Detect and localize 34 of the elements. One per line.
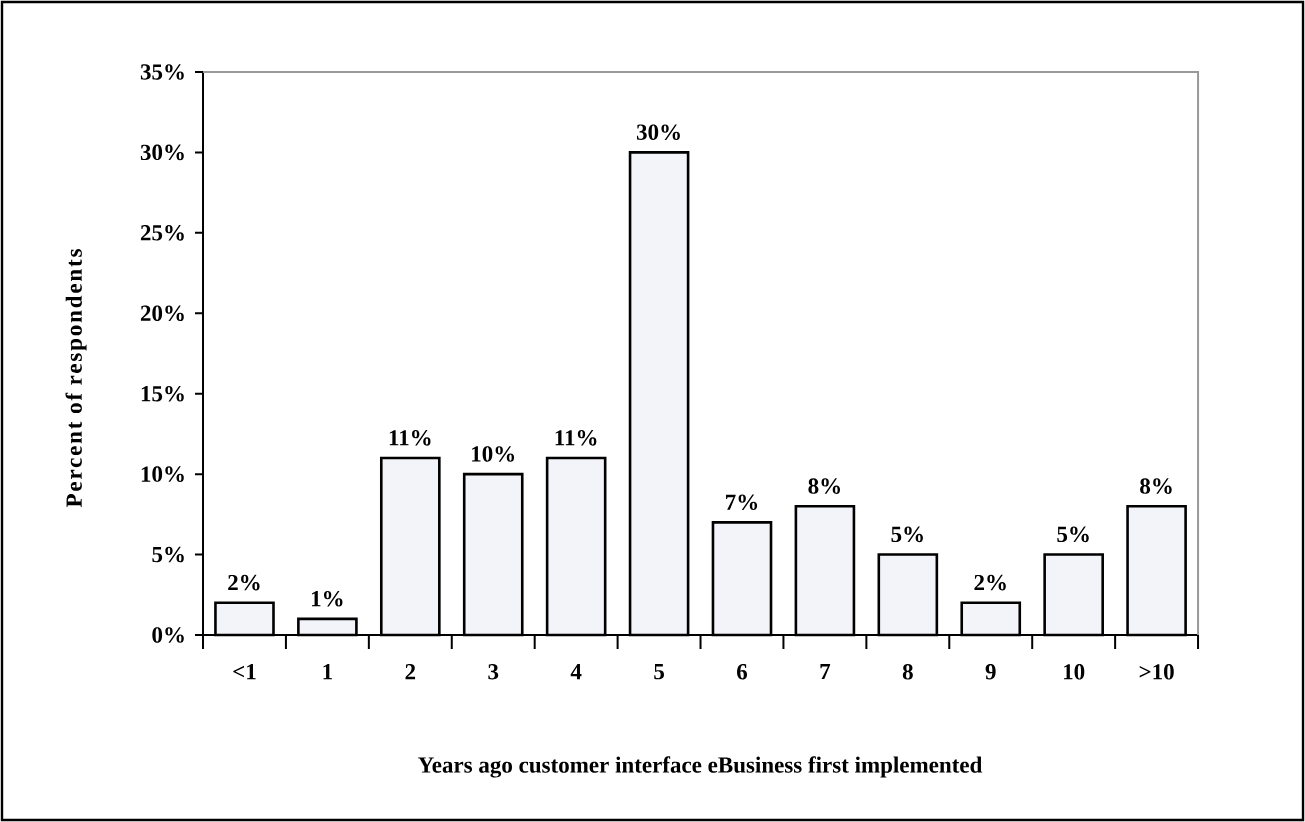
y-tick-label: 30% xyxy=(140,144,184,161)
data-label: 2% xyxy=(974,574,1006,591)
x-tick-label: 1 xyxy=(323,664,332,680)
x-tick-label: 2 xyxy=(405,664,416,680)
y-tick-label: 15% xyxy=(141,385,184,402)
x-tick-label: 6 xyxy=(737,664,748,680)
y-tick-label: 5% xyxy=(152,546,184,563)
x-tick-label: 5 xyxy=(654,664,664,680)
x-tick-label: 9 xyxy=(985,664,996,680)
x-tick-label: 7 xyxy=(820,664,831,680)
y-tick-label: 25% xyxy=(140,225,184,241)
y-axis-title: Percent of respondents xyxy=(65,249,87,508)
y-tick-label: 0% xyxy=(152,627,184,643)
data-label: 11% xyxy=(555,430,597,446)
data-label: 5% xyxy=(1057,526,1089,543)
x-tick-label: 4 xyxy=(570,664,582,680)
x-tick-label: 10 xyxy=(1064,664,1085,680)
data-label: 10% xyxy=(472,446,515,462)
y-tick-label: 35% xyxy=(140,64,184,80)
x-tick-label: 8 xyxy=(902,664,913,680)
data-label: 30% xyxy=(636,124,680,141)
data-label: 11% xyxy=(389,430,431,446)
x-tick-label: >10 xyxy=(1139,664,1174,680)
y-tick-label: 10% xyxy=(141,466,184,482)
data-label: 2% xyxy=(228,574,260,591)
x-axis-title: Years ago customer interface eBusiness first implemented xyxy=(418,756,983,778)
x-tick-label: 3 xyxy=(488,664,499,680)
x-tick-label: <1 xyxy=(233,664,256,680)
data-label: 7% xyxy=(726,494,758,510)
data-label: 1% xyxy=(311,590,343,607)
data-label: 8% xyxy=(1140,478,1172,494)
data-label: 5% xyxy=(891,526,923,543)
y-tick-label: 20% xyxy=(140,305,184,322)
data-label: 8% xyxy=(808,478,840,494)
